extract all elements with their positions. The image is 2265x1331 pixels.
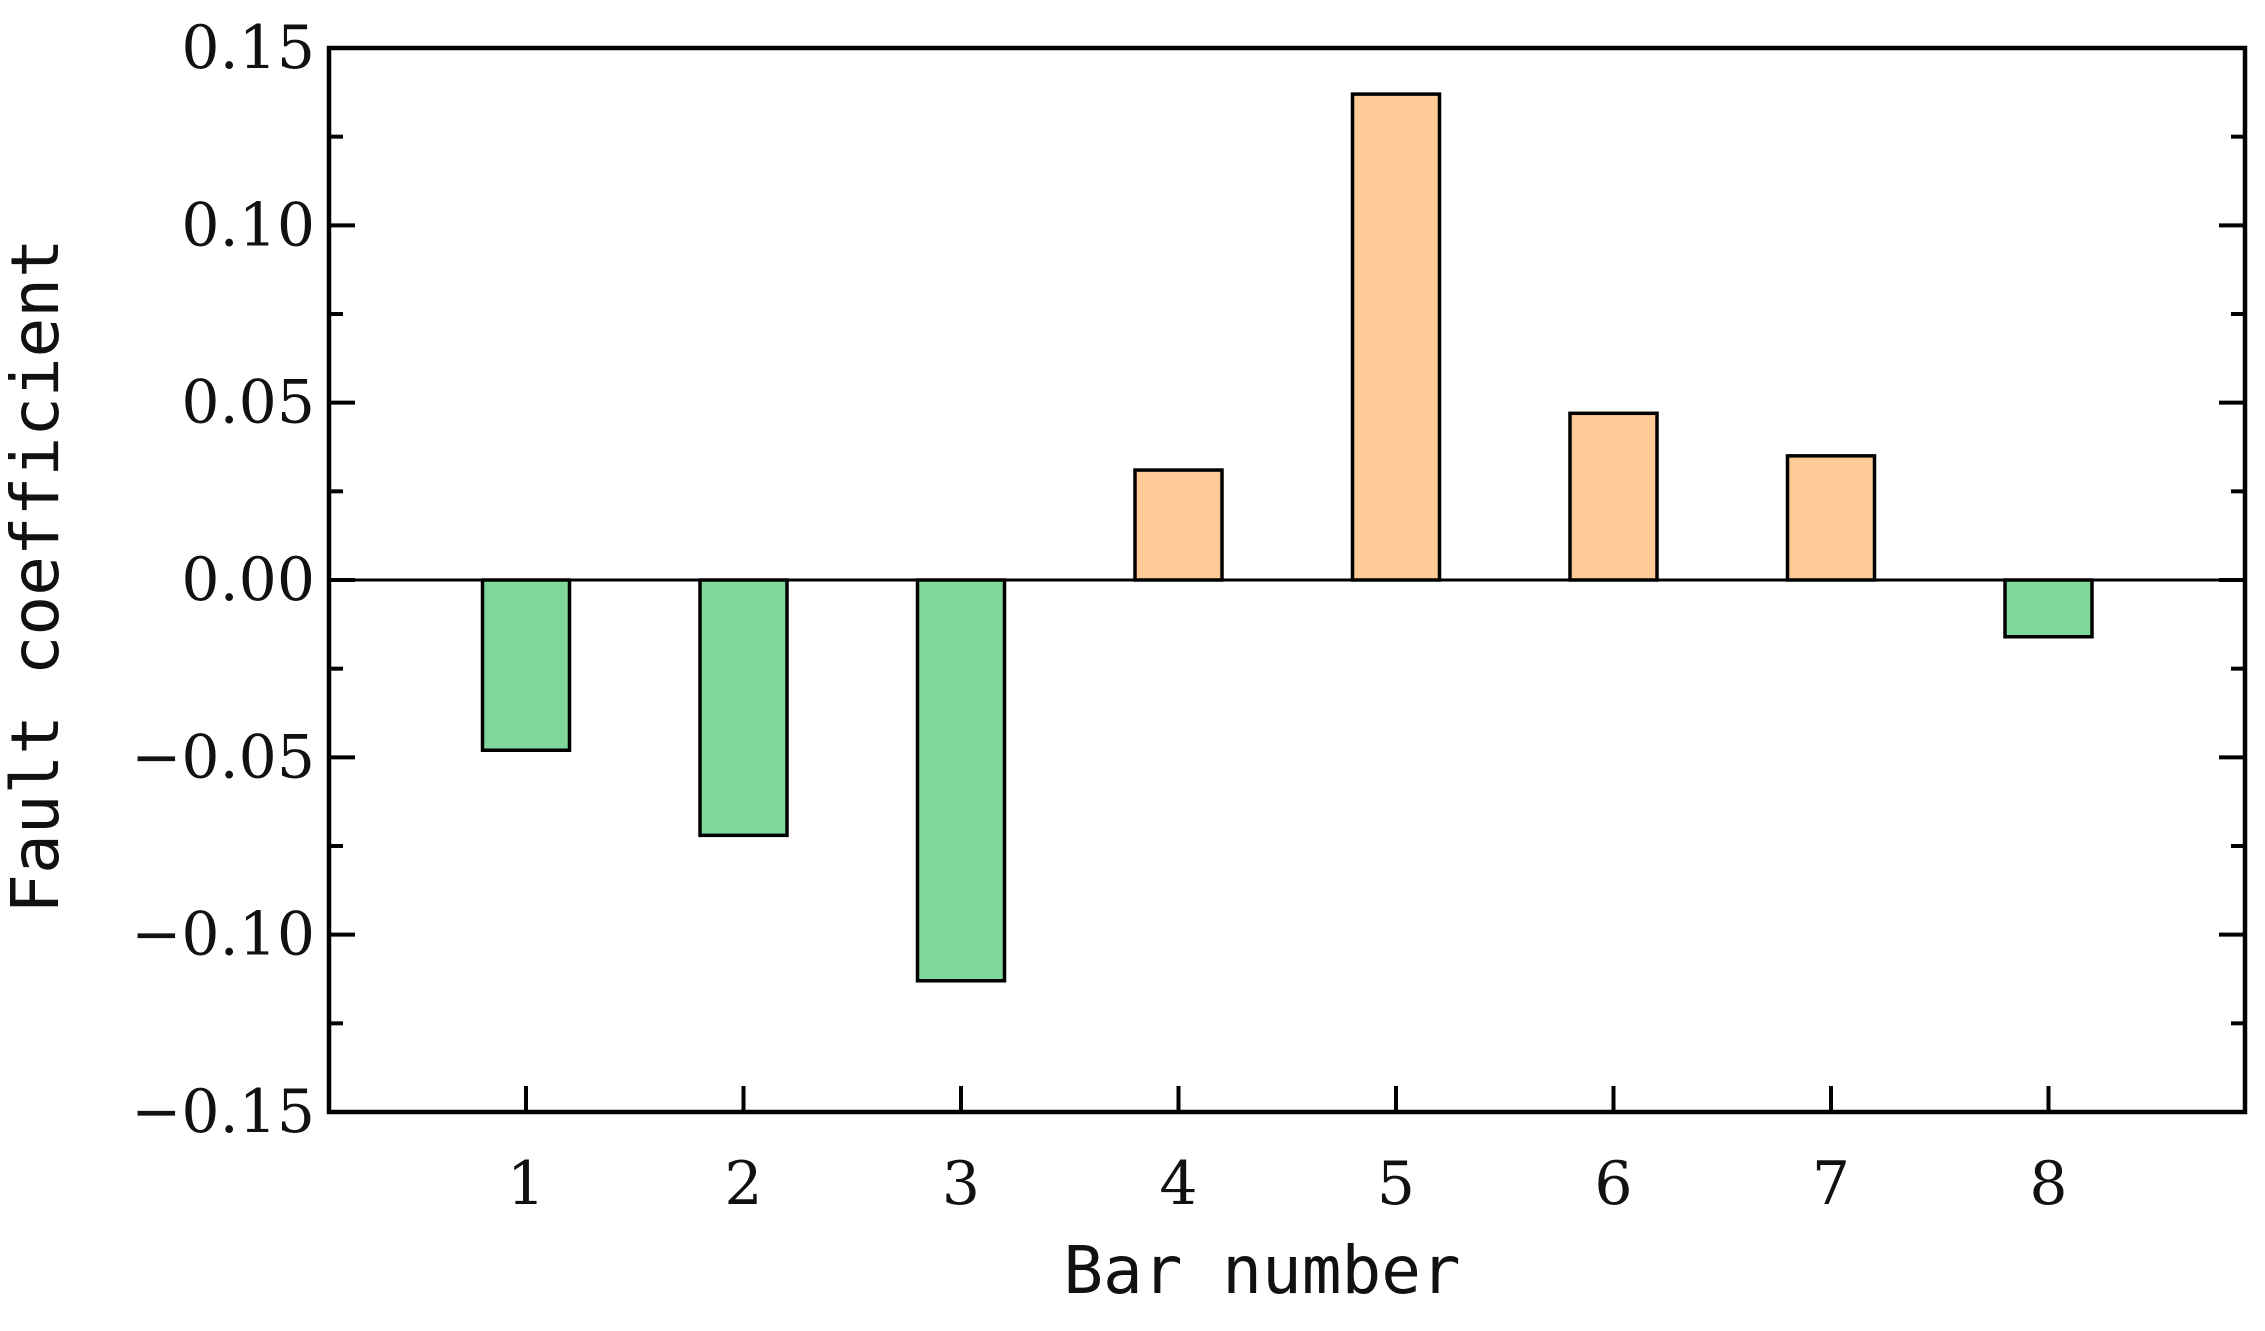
y-tick-label: 0.10 [181,190,315,260]
y-tick-label: −0.10 [131,900,315,970]
bar-3 [915,578,1007,983]
bar-7 [1785,454,1877,582]
x-tick-label: 7 [1812,1149,1850,1219]
x-tick-label: 5 [1377,1149,1415,1219]
x-tick-label: 1 [507,1149,545,1219]
chart-marks [480,92,2094,983]
chart-axes [326,45,2248,1115]
bar-5 [1350,92,1442,582]
bar-4 [1133,468,1224,582]
y-tick-label: 0.05 [181,368,315,438]
x-tick-label: 8 [2029,1149,2067,1219]
y-tick-label: 0.15 [181,13,315,83]
bar-2 [698,578,789,838]
x-tick-label: 4 [1159,1149,1197,1219]
y-tick-label: −0.05 [131,722,315,792]
x-tick-label: 6 [1594,1149,1632,1219]
x-tick-label: 2 [724,1149,762,1219]
y-tick-label: −0.15 [131,1077,315,1147]
x-tick-label: 3 [942,1149,980,1219]
chart-labels: −0.15 −0.10 −0.05 0.00 0.05 0.10 0.15 1 2 3 4 5 6 7 8 [131,13,2067,1219]
bar-6 [1568,411,1659,582]
bar-1 [480,578,572,752]
x-axis-title: Bar number [1063,1232,1460,1309]
bar-8 [2003,578,2094,639]
y-tick-label: 0.00 [181,545,315,615]
y-axis-title: Fault coefficient [0,238,74,914]
